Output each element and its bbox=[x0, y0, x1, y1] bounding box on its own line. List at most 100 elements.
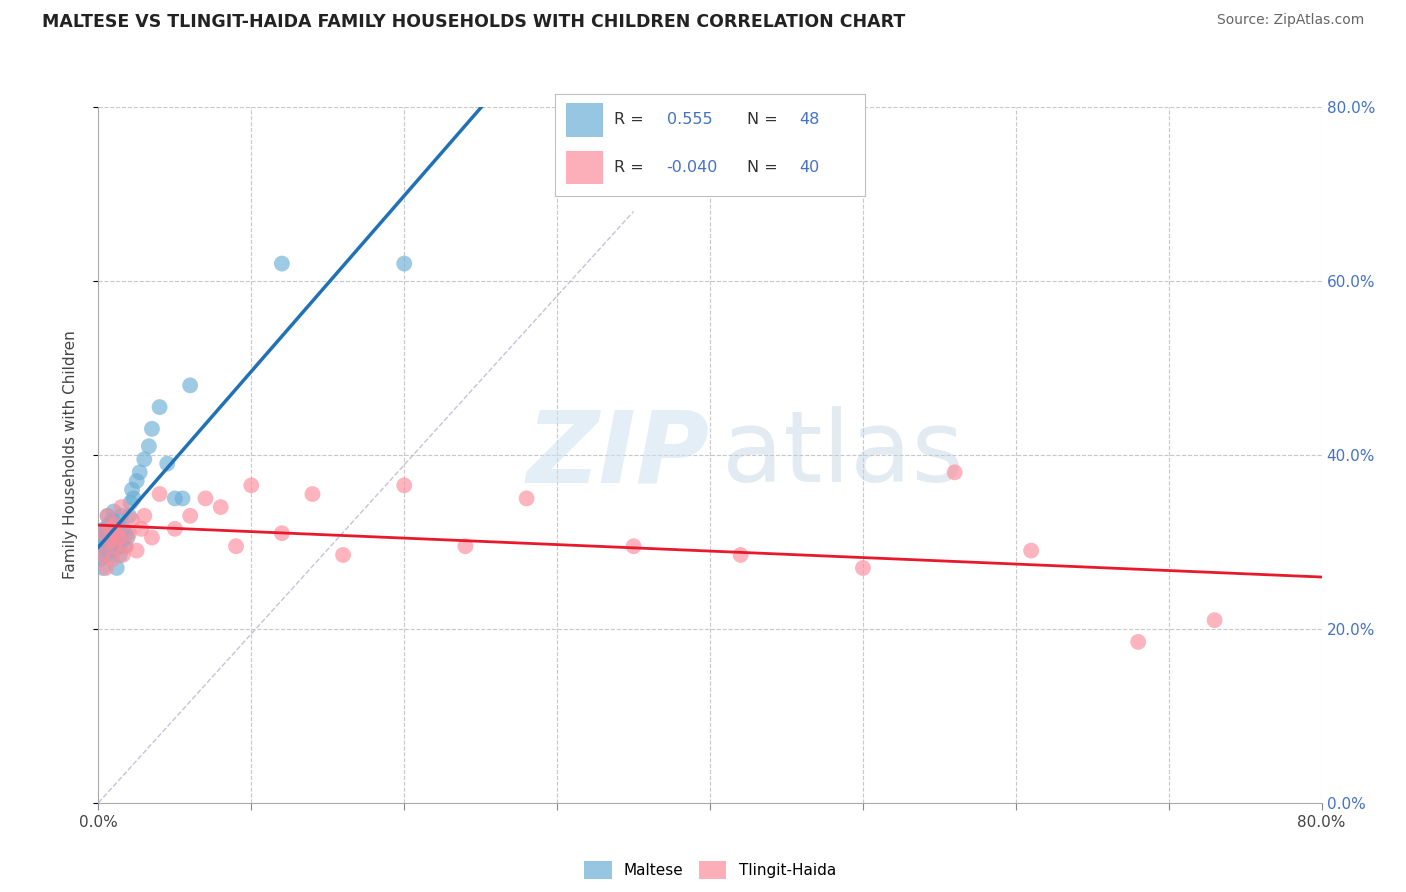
Text: ZIP: ZIP bbox=[527, 407, 710, 503]
Point bbox=[115, 539, 138, 553]
Point bbox=[240, 478, 263, 492]
Text: 40: 40 bbox=[800, 160, 820, 175]
Point bbox=[332, 548, 354, 562]
Point bbox=[141, 531, 163, 545]
Point bbox=[163, 491, 186, 506]
Legend: Maltese, Tlingit-Haida: Maltese, Tlingit-Haida bbox=[578, 855, 842, 886]
Point bbox=[91, 526, 114, 541]
Point bbox=[94, 548, 117, 562]
Point bbox=[101, 552, 124, 566]
Point bbox=[1019, 543, 1042, 558]
Y-axis label: Family Households with Children: Family Households with Children bbox=[63, 331, 77, 579]
Point bbox=[301, 487, 323, 501]
Point bbox=[179, 508, 201, 523]
Point bbox=[225, 539, 247, 553]
Point bbox=[112, 539, 135, 553]
Point bbox=[115, 526, 138, 541]
Point bbox=[94, 561, 117, 575]
Point bbox=[100, 522, 122, 536]
Text: N =: N = bbox=[747, 112, 778, 128]
Point bbox=[138, 439, 160, 453]
Point bbox=[98, 543, 121, 558]
Point bbox=[122, 491, 145, 506]
Text: -0.040: -0.040 bbox=[666, 160, 718, 175]
Text: R =: R = bbox=[614, 160, 644, 175]
Point bbox=[141, 422, 163, 436]
Point bbox=[104, 534, 127, 549]
Point bbox=[392, 478, 416, 492]
Text: atlas: atlas bbox=[723, 407, 965, 503]
Point bbox=[103, 539, 125, 553]
Point bbox=[129, 522, 152, 536]
Point bbox=[105, 526, 128, 541]
FancyBboxPatch shape bbox=[567, 103, 603, 137]
Point bbox=[91, 539, 114, 553]
Point bbox=[516, 491, 538, 506]
Point bbox=[392, 256, 416, 270]
Point bbox=[125, 543, 148, 558]
Point bbox=[149, 400, 172, 414]
Point bbox=[103, 526, 125, 541]
Text: 48: 48 bbox=[800, 112, 820, 128]
Point bbox=[454, 539, 477, 553]
Point bbox=[110, 500, 132, 514]
Text: Source: ZipAtlas.com: Source: ZipAtlas.com bbox=[1216, 13, 1364, 28]
Point bbox=[111, 548, 134, 562]
Text: N =: N = bbox=[747, 160, 778, 175]
Point bbox=[89, 552, 111, 566]
Point bbox=[163, 522, 186, 536]
Point bbox=[270, 526, 292, 541]
Point bbox=[93, 534, 115, 549]
FancyBboxPatch shape bbox=[567, 151, 603, 185]
Point bbox=[943, 466, 966, 480]
Point bbox=[1204, 613, 1226, 627]
Point bbox=[97, 508, 120, 523]
Text: MALTESE VS TLINGIT-HAIDA FAMILY HOUSEHOLDS WITH CHILDREN CORRELATION CHART: MALTESE VS TLINGIT-HAIDA FAMILY HOUSEHOL… bbox=[42, 13, 905, 31]
Point bbox=[1128, 635, 1150, 649]
Point bbox=[110, 508, 132, 523]
Point bbox=[105, 522, 128, 536]
Point bbox=[121, 513, 143, 527]
Point bbox=[118, 526, 141, 541]
Point bbox=[172, 491, 194, 506]
Point bbox=[94, 539, 117, 553]
Point bbox=[100, 522, 122, 536]
Point bbox=[93, 522, 115, 536]
Point bbox=[117, 531, 139, 545]
Point bbox=[149, 487, 172, 501]
Point bbox=[120, 496, 142, 510]
Point bbox=[125, 474, 148, 488]
Text: 0.555: 0.555 bbox=[666, 112, 713, 128]
Point bbox=[108, 548, 131, 562]
Point bbox=[623, 539, 645, 553]
Point bbox=[107, 539, 129, 553]
Point bbox=[156, 457, 179, 471]
Point bbox=[98, 534, 121, 549]
Point bbox=[97, 508, 120, 523]
Point bbox=[270, 256, 292, 270]
Point bbox=[101, 513, 124, 527]
Point bbox=[194, 491, 217, 506]
Point bbox=[134, 452, 156, 467]
Point bbox=[179, 378, 201, 392]
Point bbox=[730, 548, 752, 562]
Point bbox=[118, 508, 141, 523]
Point bbox=[134, 508, 156, 523]
Point bbox=[103, 543, 125, 558]
Point bbox=[98, 517, 121, 532]
Point bbox=[111, 522, 134, 536]
Point bbox=[94, 526, 117, 541]
Point bbox=[128, 466, 150, 480]
Point bbox=[91, 561, 114, 575]
Point bbox=[852, 561, 875, 575]
Point bbox=[103, 504, 125, 518]
Point bbox=[107, 517, 129, 532]
Point bbox=[90, 526, 112, 541]
Point bbox=[97, 531, 120, 545]
Point bbox=[121, 483, 143, 497]
Point bbox=[107, 531, 129, 545]
Point bbox=[209, 500, 232, 514]
Text: R =: R = bbox=[614, 112, 644, 128]
Point bbox=[104, 517, 127, 532]
Point bbox=[90, 548, 112, 562]
